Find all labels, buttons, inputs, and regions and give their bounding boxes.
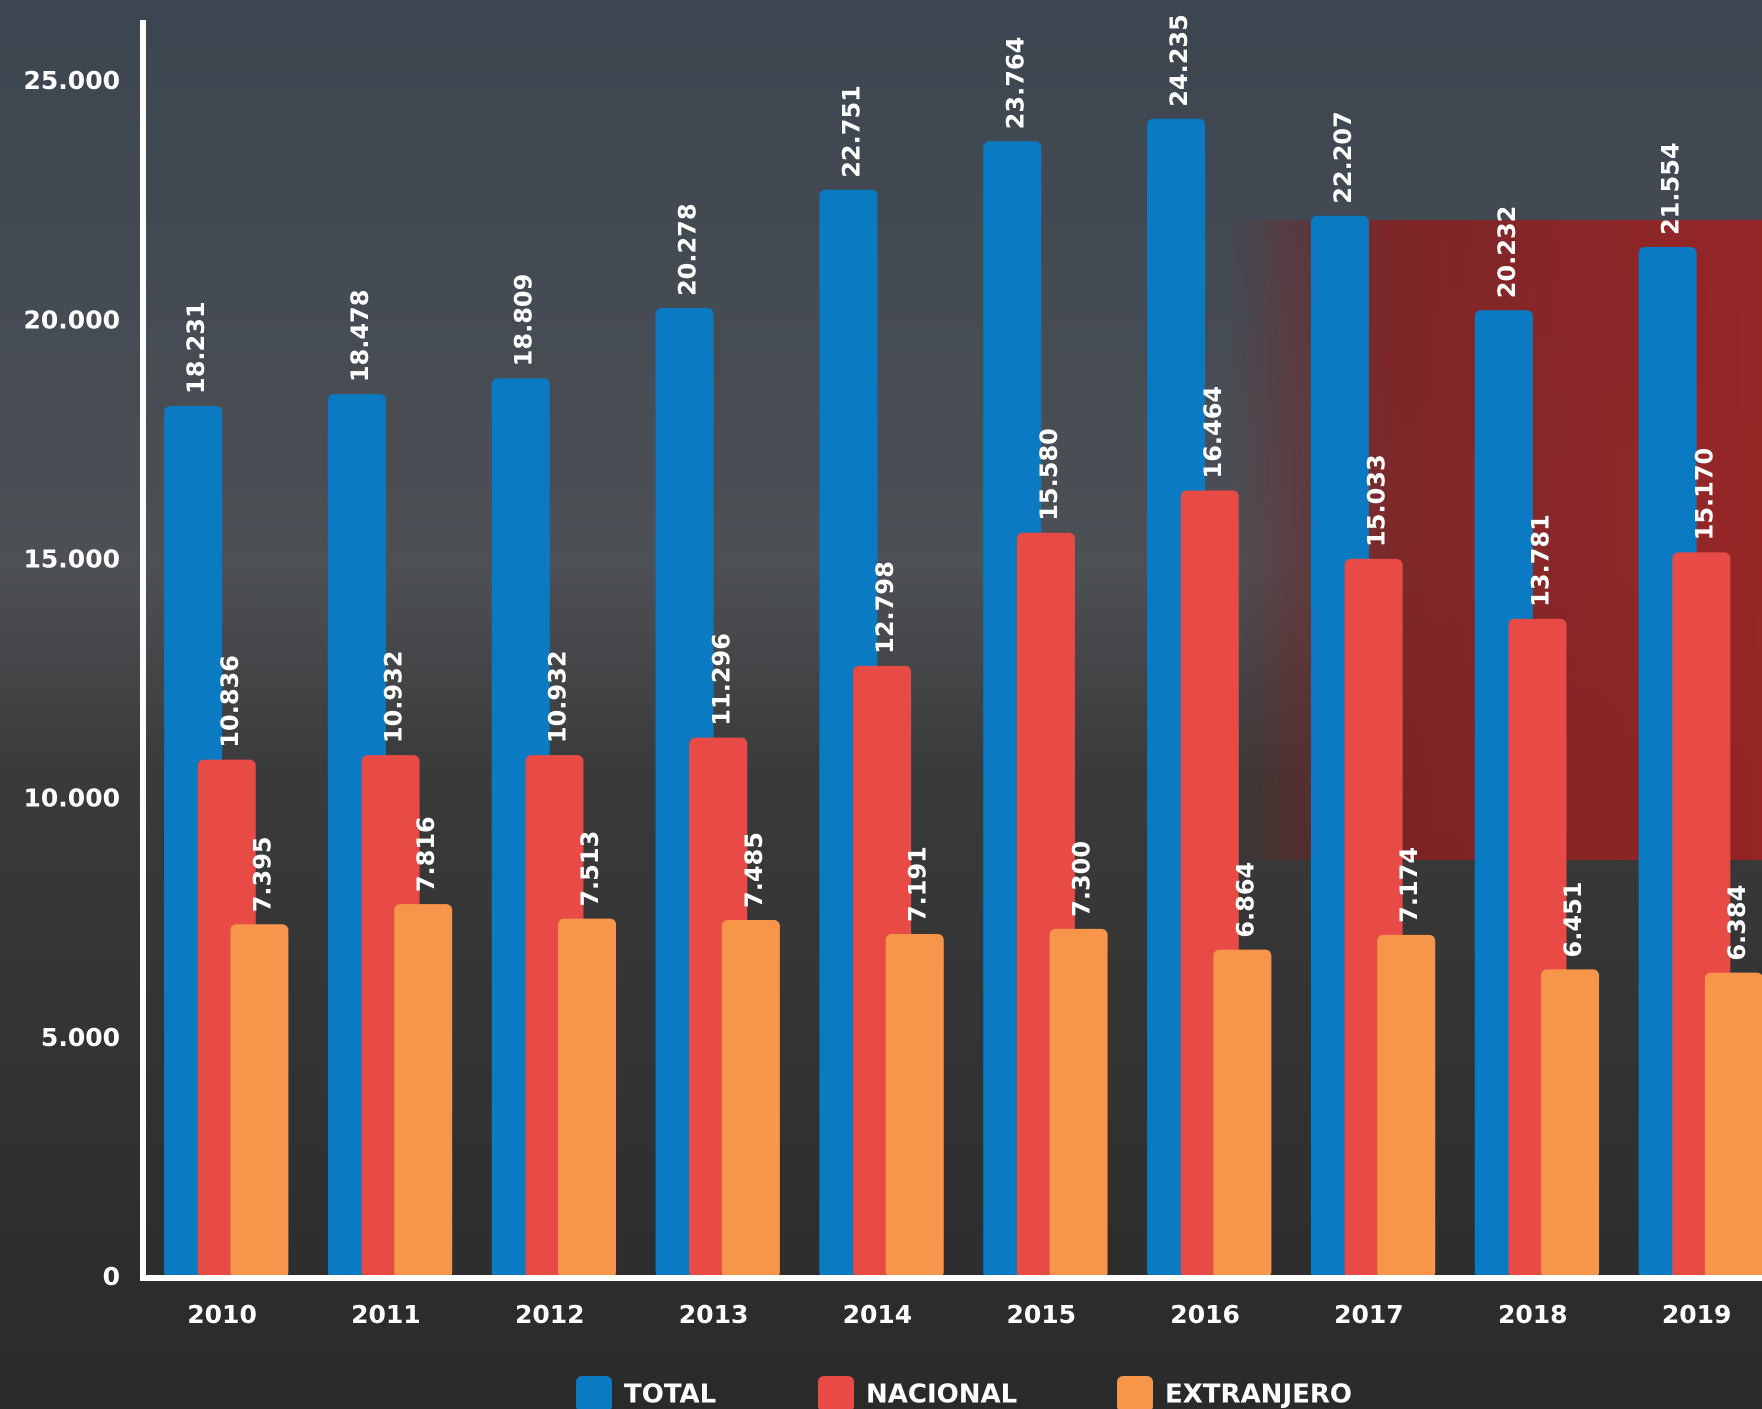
bar: [1050, 929, 1108, 1278]
y-tick-label: 15.000: [24, 545, 120, 574]
value-label: 16.464: [1199, 386, 1227, 479]
value-label: 11.296: [707, 633, 735, 726]
value-label: 21.554: [1657, 142, 1685, 235]
value-label: 18.231: [182, 301, 210, 394]
bar: [558, 919, 616, 1278]
y-tick-label: 25.000: [24, 66, 120, 95]
value-label: 18.478: [346, 290, 374, 383]
x-tick-label: 2018: [1498, 1300, 1568, 1329]
legend-label: TOTAL: [624, 1380, 716, 1409]
x-tick-label: 2017: [1334, 1300, 1404, 1329]
legend-swatch: [576, 1376, 612, 1409]
legend-label: NACIONAL: [866, 1380, 1017, 1409]
value-label: 20.278: [674, 203, 702, 296]
bar: [886, 934, 944, 1278]
legend-label: EXTRANJERO: [1165, 1380, 1352, 1409]
value-label: 7.485: [740, 832, 768, 908]
value-label: 12.798: [871, 561, 899, 654]
value-label: 6.384: [1723, 885, 1751, 961]
bar: [1705, 973, 1762, 1278]
bar: [1541, 969, 1599, 1278]
x-tick-label: 2014: [843, 1300, 913, 1329]
x-tick-label: 2016: [1170, 1300, 1240, 1329]
bar: [722, 920, 780, 1278]
value-label: 7.174: [1395, 847, 1423, 923]
value-label: 15.580: [1035, 428, 1063, 521]
bar: [230, 924, 288, 1278]
legend-swatch: [1117, 1376, 1153, 1409]
value-label: 24.235: [1165, 14, 1193, 107]
x-tick-label: 2012: [515, 1300, 585, 1329]
value-label: 7.191: [904, 846, 932, 922]
value-label: 22.207: [1329, 111, 1357, 204]
legend-swatch: [818, 1376, 854, 1409]
value-label: 6.451: [1559, 882, 1587, 958]
value-label: 10.932: [543, 650, 571, 743]
value-label: 22.751: [837, 85, 865, 178]
x-tick-label: 2011: [351, 1300, 421, 1329]
y-tick-label: 0: [103, 1262, 120, 1291]
value-label: 18.809: [510, 274, 538, 367]
value-label: 10.836: [216, 655, 244, 748]
bar: [1377, 935, 1435, 1278]
x-tick-label: 2013: [679, 1300, 749, 1329]
bar: [394, 904, 452, 1278]
value-label: 23.764: [1001, 37, 1029, 130]
value-label: 7.300: [1068, 841, 1096, 917]
page: 0 5.000 10.000 15.000 20.000 25.000 2010 18.231…: [0, 0, 1762, 1409]
y-tick-label: 20.000: [24, 305, 120, 334]
x-tick-label: 2015: [1006, 1300, 1076, 1329]
value-label: 7.513: [576, 831, 604, 907]
bar: [1213, 950, 1271, 1278]
value-label: 6.864: [1231, 862, 1259, 938]
value-label: 7.395: [248, 836, 276, 912]
chart: 0 5.000 10.000 15.000 20.000 25.000 2010 18.231…: [0, 0, 1762, 1409]
x-tick-label: 2019: [1662, 1300, 1732, 1329]
value-label: 13.781: [1526, 514, 1554, 607]
x-tick-label: 2010: [187, 1300, 257, 1329]
y-tick-label: 5.000: [41, 1023, 120, 1052]
value-label: 20.232: [1493, 206, 1521, 299]
value-label: 15.170: [1690, 448, 1718, 541]
value-label: 7.816: [412, 816, 440, 892]
y-tick-label: 10.000: [24, 784, 120, 813]
value-label: 10.932: [380, 650, 408, 743]
value-label: 15.033: [1363, 454, 1391, 547]
